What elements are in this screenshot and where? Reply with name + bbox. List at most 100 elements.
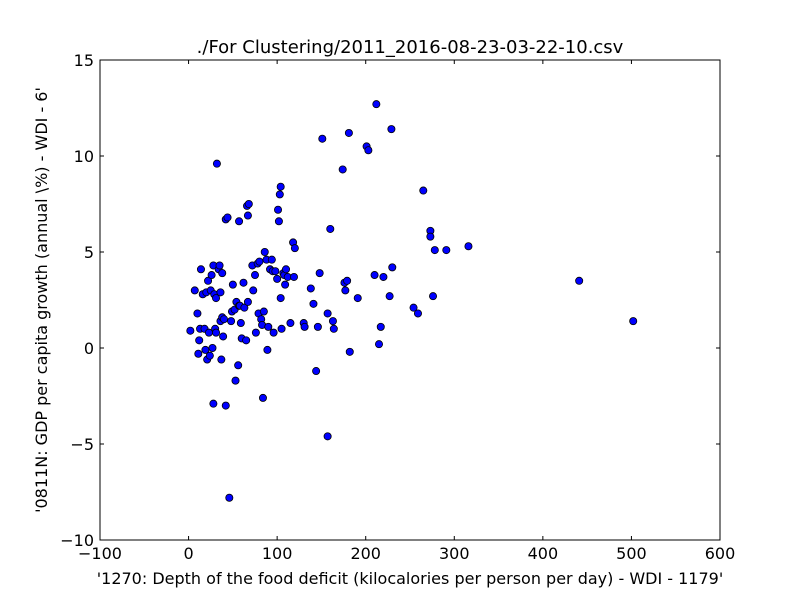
data-point bbox=[289, 272, 298, 281]
data-point bbox=[249, 286, 258, 295]
x-tick-label: 100 bbox=[262, 544, 293, 563]
data-point bbox=[343, 276, 352, 285]
data-point bbox=[205, 351, 214, 360]
data-point bbox=[309, 299, 318, 308]
data-point bbox=[344, 128, 353, 137]
data-point bbox=[318, 134, 327, 143]
data-point bbox=[194, 349, 203, 358]
data-point bbox=[219, 332, 228, 341]
data-point bbox=[236, 319, 245, 328]
data-point bbox=[345, 347, 354, 356]
x-tick-label: 200 bbox=[350, 544, 381, 563]
data-point bbox=[240, 303, 249, 312]
data-point bbox=[259, 307, 268, 316]
data-point bbox=[275, 190, 284, 199]
data-point bbox=[244, 199, 253, 208]
data-point bbox=[306, 284, 315, 293]
data-point bbox=[419, 186, 428, 195]
data-point bbox=[413, 309, 422, 318]
data-point bbox=[215, 261, 224, 270]
data-point bbox=[442, 246, 451, 255]
data-point bbox=[276, 182, 285, 191]
data-point bbox=[430, 246, 439, 255]
data-point bbox=[353, 294, 362, 303]
data-point bbox=[271, 267, 280, 276]
data-point bbox=[286, 319, 295, 328]
data-point bbox=[629, 317, 638, 326]
data-point bbox=[212, 294, 221, 303]
data-point bbox=[209, 399, 218, 408]
data-point bbox=[575, 276, 584, 285]
data-point bbox=[243, 297, 252, 306]
data-point bbox=[231, 376, 240, 385]
data-point bbox=[315, 269, 324, 278]
data-point bbox=[274, 205, 283, 214]
data-point bbox=[329, 324, 338, 333]
data-point bbox=[464, 242, 473, 251]
data-point bbox=[274, 217, 283, 226]
data-point bbox=[290, 244, 299, 253]
data-point bbox=[388, 263, 397, 272]
data-point bbox=[267, 255, 276, 264]
data-points bbox=[186, 100, 638, 502]
data-point bbox=[313, 322, 322, 331]
data-point bbox=[312, 367, 321, 376]
data-point bbox=[258, 393, 267, 402]
data-point bbox=[328, 317, 337, 326]
data-point bbox=[260, 247, 269, 256]
data-point bbox=[186, 326, 195, 335]
data-point bbox=[376, 322, 385, 331]
data-point bbox=[409, 303, 418, 312]
data-point bbox=[217, 355, 226, 364]
data-point bbox=[223, 213, 232, 222]
data-point bbox=[193, 309, 202, 318]
data-point bbox=[225, 493, 234, 502]
data-point bbox=[216, 288, 225, 297]
x-tick-label: 0 bbox=[183, 544, 193, 563]
data-point bbox=[387, 125, 396, 134]
data-point bbox=[234, 361, 243, 370]
data-point bbox=[228, 280, 237, 289]
axis-ticks: −100 0 100 200 300 400 500 600 −10 −5 0 5 10 15 bbox=[60, 51, 735, 563]
x-tick-label: −100 bbox=[78, 544, 122, 563]
data-point bbox=[190, 286, 199, 295]
data-point bbox=[204, 276, 213, 285]
data-point bbox=[273, 274, 282, 283]
data-point bbox=[385, 292, 394, 301]
data-point bbox=[239, 278, 248, 287]
y-tick-label: 15 bbox=[74, 51, 94, 70]
data-point bbox=[323, 309, 332, 318]
plot-frame bbox=[99, 59, 721, 541]
data-point bbox=[338, 165, 347, 174]
data-point bbox=[374, 340, 383, 349]
data-point bbox=[250, 271, 259, 280]
data-point bbox=[212, 328, 221, 337]
y-tick-label: −5 bbox=[70, 435, 94, 454]
data-point bbox=[341, 286, 350, 295]
data-point bbox=[218, 269, 227, 278]
y-tick-label: 5 bbox=[84, 243, 94, 262]
chart-title: ./For Clustering/2011_2016-08-23-03-22-1… bbox=[197, 37, 624, 58]
y-tick-label: −10 bbox=[60, 531, 94, 550]
x-tick-label: 400 bbox=[528, 544, 559, 563]
data-point bbox=[370, 271, 379, 280]
data-point bbox=[264, 322, 273, 331]
data-point bbox=[255, 257, 264, 266]
data-point bbox=[227, 317, 236, 326]
data-point bbox=[221, 401, 230, 410]
data-point bbox=[379, 272, 388, 281]
data-point bbox=[208, 343, 217, 352]
data-point bbox=[364, 146, 373, 155]
data-point bbox=[281, 280, 290, 289]
y-tick-label: 0 bbox=[84, 339, 94, 358]
data-point bbox=[207, 271, 216, 280]
y-tick-label: 10 bbox=[74, 147, 94, 166]
data-point bbox=[429, 292, 438, 301]
data-point bbox=[196, 265, 205, 274]
data-point bbox=[426, 232, 435, 241]
y-axis-label: '0811N: GDP per capita growth (annual \%… bbox=[32, 87, 51, 513]
x-tick-label: 300 bbox=[439, 544, 470, 563]
data-point bbox=[263, 345, 272, 354]
x-axis-label: '1270: Depth of the food deficit (kiloca… bbox=[97, 569, 724, 588]
